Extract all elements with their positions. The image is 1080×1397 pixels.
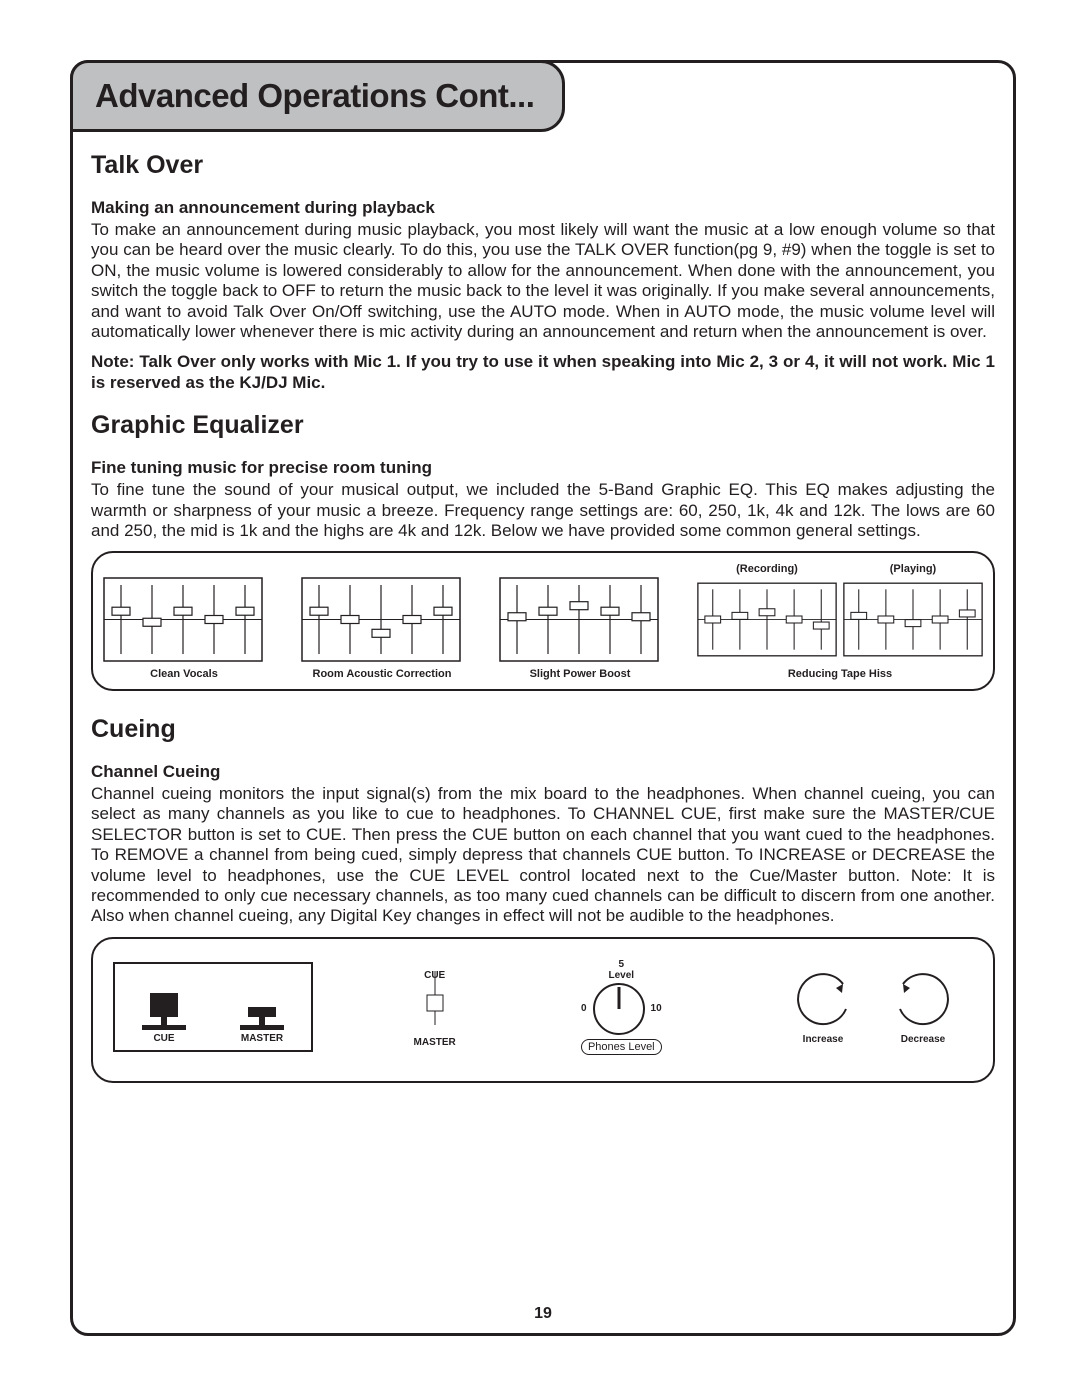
content-area: Talk Over Making an announcement during …	[73, 63, 1013, 1093]
eq-caption: Reducing Tape Hiss	[788, 668, 892, 681]
cue-switch-master: MASTER	[240, 1007, 284, 1044]
phones-level-pill: Phones Level	[581, 1039, 662, 1055]
talkover-note: Note: Talk Over only works with Mic 1. I…	[91, 352, 995, 393]
phones-level-knob: 5 Level 0 10 Phones Level	[556, 959, 686, 1055]
eq-box-icon	[301, 577, 461, 662]
knob-zero: 0	[581, 1003, 587, 1014]
eq-caption: Room Acoustic Correction	[301, 668, 463, 681]
eq-super-label	[499, 563, 661, 577]
increase-arc-icon	[788, 969, 858, 1029]
cueing-heading: Cueing	[91, 715, 995, 744]
eq-preset: Room Acoustic Correction	[301, 563, 463, 681]
eq-super-label	[301, 563, 463, 577]
master-small-label: MASTER	[400, 1037, 470, 1048]
knob-top-number: 5	[556, 959, 686, 970]
eq-preset: (Playing)	[843, 563, 983, 662]
decrease-arc-icon	[888, 969, 958, 1029]
eq-preset: Slight Power Boost	[499, 563, 661, 681]
knob-ten: 10	[651, 1003, 662, 1014]
eq-box-icon	[697, 577, 837, 662]
decrease-label: Decrease	[888, 1034, 958, 1045]
eq-preset: Clean Vocals	[103, 563, 265, 681]
master-label: MASTER	[240, 1033, 284, 1044]
cue-master-selector: CUE MASTER	[113, 962, 313, 1052]
page-number: 19	[534, 1305, 552, 1323]
eq-heading: Graphic Equalizer	[91, 411, 995, 440]
eq-preset: (Recording)	[697, 563, 837, 662]
eq-super-label: (Recording)	[697, 563, 837, 577]
eq-caption: Slight Power Boost	[499, 668, 661, 681]
knob-icon	[591, 981, 647, 1037]
main-frame: Advanced Operations Cont... Talk Over Ma…	[70, 60, 1016, 1336]
eq-body: To fine tune the sound of your musical o…	[91, 480, 995, 541]
eq-box-icon	[103, 577, 263, 662]
knob-level-label: Level	[556, 970, 686, 981]
title-tab: Advanced Operations Cont...	[70, 60, 565, 132]
eq-box-icon	[843, 577, 983, 662]
cue-label: CUE	[142, 1033, 186, 1044]
eq-subheading: Fine tuning music for precise room tunin…	[91, 458, 995, 478]
eq-preset-group-tape-hiss: (Recording) (Playing) Reducing Tape Hiss	[697, 563, 983, 681]
eq-presets-panel: Clean Vocals Room Acoustic Correction Slig…	[91, 551, 995, 691]
cueing-panel: CUE MASTER	[91, 937, 995, 1083]
cueing-subheading: Channel Cueing	[91, 762, 995, 782]
document-page: Advanced Operations Cont... Talk Over Ma…	[0, 0, 1080, 1397]
talkover-subheading: Making an announcement during playback	[91, 198, 995, 218]
eq-caption: Clean Vocals	[103, 668, 265, 681]
increase-label: Increase	[788, 1034, 858, 1045]
eq-super-label: (Playing)	[843, 563, 983, 577]
cue-switch-cue: CUE	[142, 993, 186, 1044]
cueing-body: Channel cueing monitors the input signal…	[91, 784, 995, 927]
talkover-body: To make an announcement during music pla…	[91, 220, 995, 342]
increase-decrease-arcs: Increase Decrease	[773, 969, 973, 1045]
eq-super-label	[103, 563, 265, 577]
cue-master-indicator: CUE MASTER	[400, 965, 470, 1048]
talkover-heading: Talk Over	[91, 151, 995, 180]
eq-box-icon	[499, 577, 659, 662]
